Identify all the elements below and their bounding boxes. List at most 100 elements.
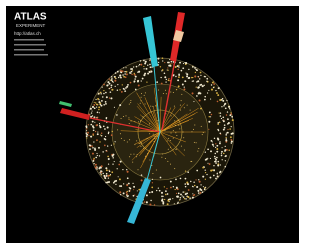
- hit: [198, 92, 200, 94]
- hit: [175, 66, 177, 68]
- hit: [131, 74, 132, 75]
- hit: [103, 93, 105, 95]
- hit: [227, 111, 228, 112]
- hit: [99, 123, 100, 124]
- hit: [164, 72, 166, 74]
- hit: [132, 183, 133, 184]
- hit: [167, 200, 169, 202]
- hit: [198, 192, 199, 193]
- hit: [179, 128, 180, 129]
- hit: [145, 104, 146, 105]
- hit: [98, 101, 100, 103]
- hit: [158, 89, 159, 90]
- hit: [186, 192, 188, 194]
- hit: [120, 133, 121, 134]
- hit: [107, 175, 109, 177]
- hit: [222, 100, 224, 102]
- hit: [117, 84, 118, 85]
- hit: [108, 133, 109, 134]
- page: ATLAS EXPERIMENT http://atlas.ch (() => …: [0, 0, 305, 249]
- hit: [231, 126, 232, 127]
- hit: [178, 85, 180, 87]
- hit: [183, 63, 184, 64]
- hit: [90, 124, 92, 126]
- hit: [89, 148, 91, 150]
- hit: [180, 178, 182, 180]
- hit: [127, 191, 128, 192]
- hit: [146, 194, 148, 196]
- hit: [199, 181, 201, 183]
- hit: [181, 94, 182, 95]
- hit: [194, 185, 196, 187]
- hit: [194, 67, 196, 69]
- hit: [224, 149, 226, 151]
- hit: [155, 105, 156, 106]
- hit: [222, 116, 224, 118]
- hit: [214, 156, 216, 158]
- hit: [190, 110, 191, 111]
- hit: [90, 108, 92, 110]
- hit: [137, 71, 138, 72]
- hit: [150, 111, 151, 112]
- hit: [167, 203, 169, 205]
- hit: [178, 120, 179, 121]
- hit: [102, 87, 103, 88]
- hit: [170, 64, 171, 65]
- hit: [169, 198, 171, 200]
- hit: [173, 186, 174, 187]
- hit: [100, 173, 101, 174]
- hit: [99, 166, 101, 168]
- hit: [120, 161, 122, 163]
- hit: [216, 157, 218, 159]
- hit: [176, 135, 177, 136]
- hit: [170, 181, 172, 183]
- hit: [176, 148, 177, 149]
- hit: [113, 154, 115, 156]
- hit: [112, 163, 113, 164]
- hit: [129, 72, 131, 74]
- hit: [93, 129, 95, 131]
- hit: [95, 167, 97, 169]
- hit: [168, 78, 169, 79]
- hit: [219, 142, 221, 144]
- hit: [225, 156, 226, 157]
- hit: [158, 62, 159, 63]
- hit: [137, 80, 139, 82]
- hit: [228, 122, 230, 124]
- hit: [216, 145, 218, 147]
- hit: [225, 107, 227, 109]
- hit: [173, 74, 174, 75]
- hit: [229, 128, 231, 130]
- hit: [119, 191, 121, 193]
- hit: [147, 73, 149, 75]
- hit: [150, 71, 152, 73]
- hit: [99, 141, 100, 142]
- hit: [119, 178, 121, 180]
- hit: [123, 88, 125, 90]
- hit: [211, 140, 213, 142]
- hit: [215, 143, 216, 144]
- hit: [190, 181, 191, 182]
- hit: [217, 94, 219, 96]
- hit: [102, 96, 103, 97]
- hit: [203, 132, 204, 133]
- hit: [204, 85, 205, 86]
- hit: [228, 106, 230, 108]
- hit: [185, 198, 187, 200]
- hit: [175, 179, 177, 181]
- hit: [134, 80, 136, 82]
- hit: [128, 183, 130, 185]
- hit: [143, 68, 144, 69]
- hit: [165, 90, 166, 91]
- hit: [226, 100, 227, 101]
- hit: [105, 103, 107, 105]
- hit: [187, 183, 189, 185]
- hit: [225, 160, 226, 161]
- hit: [93, 127, 95, 129]
- hit: [181, 100, 182, 101]
- hit: [217, 176, 219, 178]
- hit: [108, 177, 109, 178]
- hit: [143, 66, 144, 67]
- hit: [170, 65, 172, 67]
- hit: [184, 192, 185, 193]
